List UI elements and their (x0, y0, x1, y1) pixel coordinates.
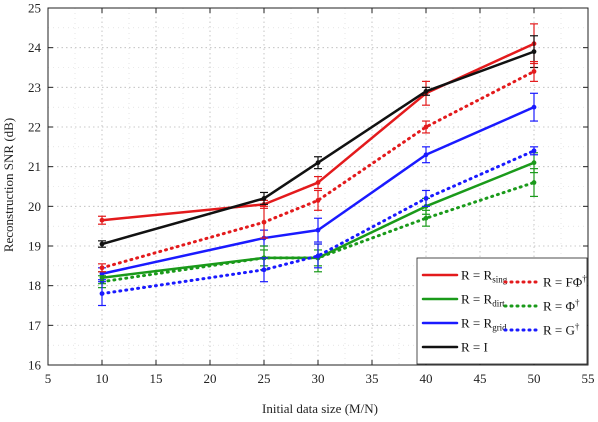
legend-item-s3: R = I (421, 340, 488, 355)
legend-item-d2: R = G† (503, 322, 580, 338)
series-6 (98, 146, 538, 307)
data-point (99, 271, 105, 277)
legend-label: R = Φ† (543, 298, 580, 314)
y-tick-label: 24 (28, 40, 42, 55)
data-point (261, 267, 267, 273)
y-axis-label: Reconstruction SNR (dB) (1, 118, 16, 252)
data-point (99, 291, 105, 296)
legend-item-d0: R = FΦ† (503, 274, 587, 290)
x-tick-label: 35 (366, 371, 379, 386)
data-point (315, 160, 321, 166)
y-tick-label: 16 (28, 358, 42, 373)
data-point (423, 215, 429, 221)
axes: 5 10 15 20 25 30 35 40 45 50 55 16 17 18 19 20 21 22 23 24 2… (28, 1, 595, 387)
y-tick-label: 25 (28, 1, 41, 16)
legend-label: R = I (461, 340, 488, 355)
data-point (423, 88, 429, 94)
data-point (315, 227, 321, 233)
x-tick-label: 25 (258, 371, 271, 386)
data-point (423, 152, 429, 158)
data-point (531, 180, 537, 185)
data-point (423, 196, 429, 201)
data-point (315, 253, 321, 259)
series-3 (98, 35, 538, 248)
data-point (531, 69, 537, 74)
data-point (99, 241, 105, 247)
y-tick-label: 19 (28, 239, 41, 254)
y-tick-label: 17 (28, 318, 42, 333)
data-point (315, 197, 321, 203)
y-tick-label: 23 (28, 80, 41, 95)
x-axis-label: Initial data size (M/N) (262, 401, 378, 416)
series-line (100, 149, 536, 296)
y-tick-label: 18 (28, 278, 41, 293)
y-tick-label: 22 (28, 120, 41, 135)
data-point (99, 217, 105, 223)
data-point (261, 196, 267, 201)
data-point (531, 49, 537, 55)
data-point (531, 148, 537, 154)
y-tick-label: 20 (28, 199, 41, 214)
data-point (261, 219, 267, 225)
x-tick-label: 30 (312, 371, 325, 386)
data-point (315, 180, 321, 185)
data-point (99, 265, 105, 271)
y-tick-label: 21 (28, 159, 41, 174)
data-point (531, 104, 537, 110)
series-4 (98, 60, 538, 273)
x-tick-label: 20 (204, 371, 217, 386)
x-tick-label: 55 (582, 371, 595, 386)
legend-label: R = FΦ† (543, 274, 587, 290)
x-tick-label: 15 (150, 371, 163, 386)
x-tick-label: 10 (96, 371, 109, 386)
data-point (531, 160, 537, 166)
x-tick-label: 50 (528, 371, 541, 386)
series-group (98, 23, 538, 307)
x-tick-label: 40 (420, 371, 433, 386)
x-tick-label: 5 (45, 371, 52, 386)
x-tick-label: 45 (474, 371, 487, 386)
legend-item-d1: R = Φ† (503, 298, 580, 314)
data-point (423, 124, 429, 130)
legend-label: R = G† (543, 322, 580, 338)
